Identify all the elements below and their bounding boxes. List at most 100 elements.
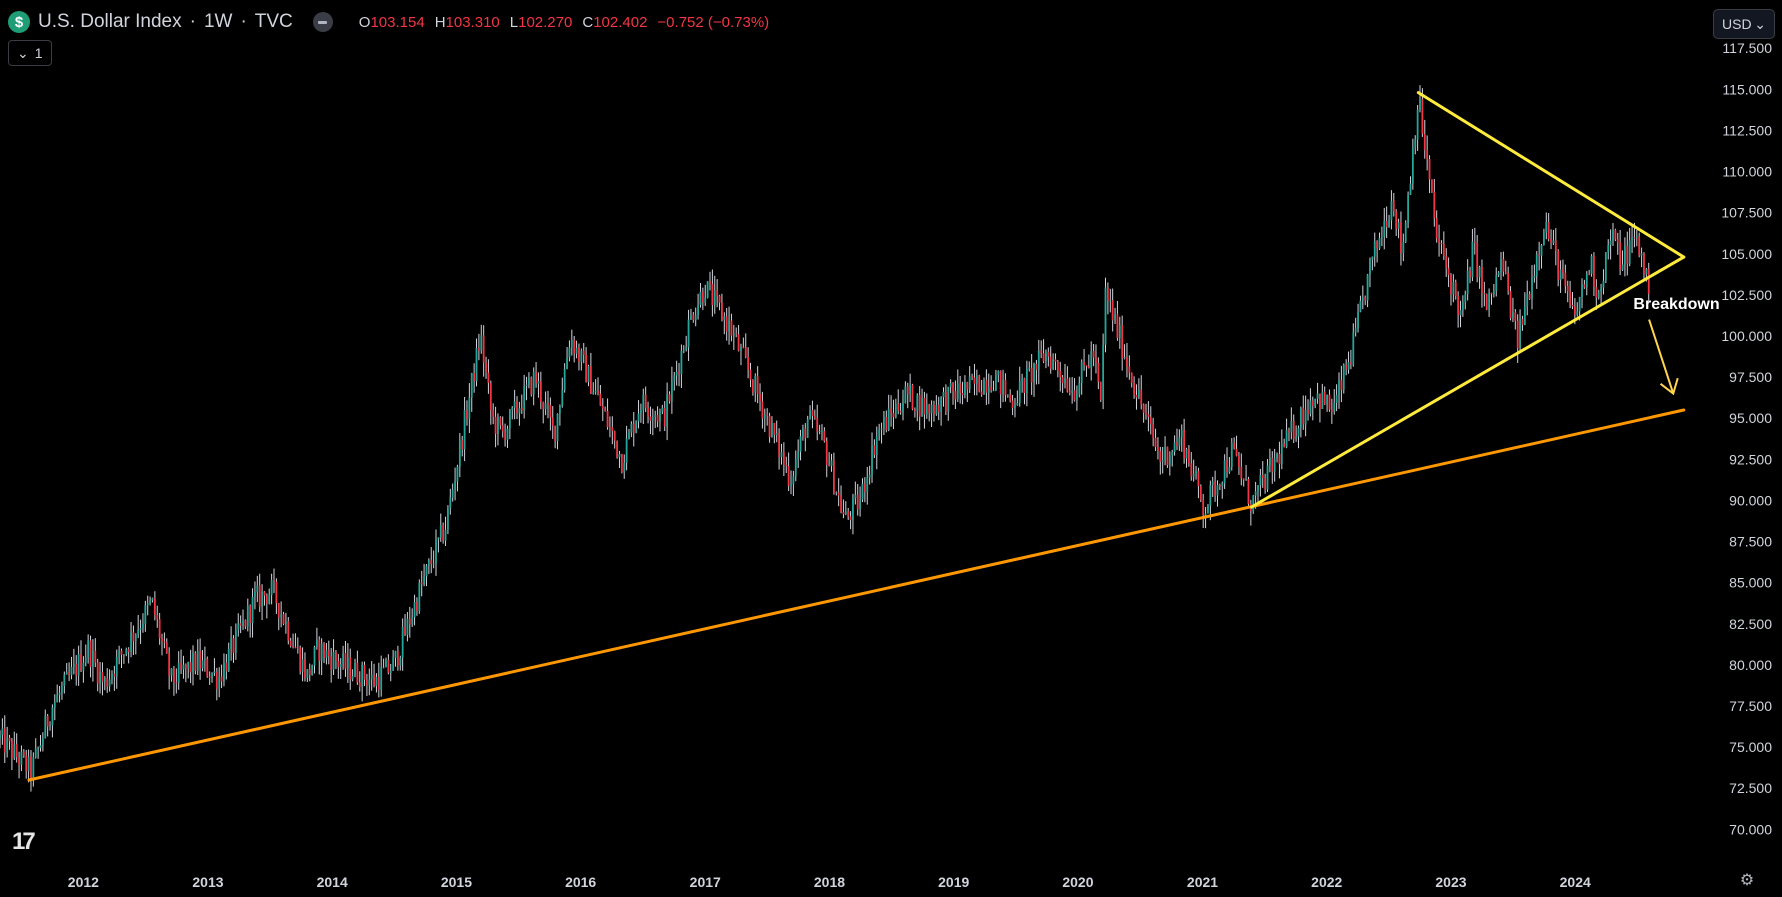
candle <box>1087 354 1090 369</box>
candle <box>170 668 173 682</box>
candle <box>1583 279 1586 289</box>
candle <box>1230 438 1233 471</box>
candle <box>1011 394 1014 416</box>
candle <box>1323 386 1326 406</box>
candle <box>1123 344 1126 360</box>
candle <box>1616 232 1619 255</box>
ohlc-values: O103.154 H103.310 L102.270 C102.402 −0.7… <box>359 14 769 31</box>
x-axis[interactable]: 2012 2013 2014 2015 2016 2017 2018 2019 2020 2021… <box>68 874 1591 890</box>
candle <box>542 401 545 424</box>
candle <box>530 376 533 397</box>
symbol-name[interactable]: U.S. Dollar Index <box>38 11 182 32</box>
gear-icon[interactable]: ⚙ <box>1739 872 1755 889</box>
candle <box>1504 260 1507 275</box>
candle <box>1571 292 1574 310</box>
candle <box>1440 240 1443 254</box>
candle <box>1040 340 1043 359</box>
candle <box>213 658 216 676</box>
candle <box>87 634 90 664</box>
candle <box>742 337 745 349</box>
candle <box>22 749 25 758</box>
candle <box>1590 254 1593 277</box>
candle <box>368 668 371 696</box>
candle <box>173 666 175 696</box>
x-tick-label: 2020 <box>1062 874 1093 890</box>
y-tick-label: 97.500 <box>1729 369 1772 385</box>
candle <box>680 344 683 389</box>
candle <box>366 673 368 697</box>
candle <box>180 649 182 674</box>
candle <box>942 387 945 407</box>
candle <box>835 491 838 496</box>
candle <box>1102 333 1105 410</box>
candle <box>401 618 404 671</box>
candle <box>630 421 633 438</box>
candle <box>1202 493 1205 528</box>
candle <box>1469 266 1471 284</box>
candle <box>1164 436 1166 466</box>
candle <box>792 470 795 496</box>
candle <box>568 340 571 362</box>
indicators-toggle-button[interactable]: ⌄ 1 <box>8 40 52 66</box>
candle <box>756 366 759 404</box>
candle <box>561 377 564 408</box>
candle <box>32 752 35 787</box>
interval-label[interactable]: 1W <box>203 11 233 32</box>
candle <box>1135 384 1138 410</box>
candle <box>373 663 375 688</box>
candle <box>0 730 1 749</box>
candle <box>771 416 773 438</box>
candle <box>327 640 330 665</box>
candle <box>25 749 28 779</box>
y-axis[interactable]: 117.500 115.000 112.500 110.000 107.500 105.0… <box>1721 40 1772 837</box>
candle <box>346 643 349 683</box>
candle <box>404 614 406 636</box>
candle <box>1266 458 1269 492</box>
candle <box>902 389 904 421</box>
y-tick-label: 105.000 <box>1721 246 1772 262</box>
candle <box>1190 452 1193 481</box>
currency-button[interactable]: USD ⌄ <box>1713 9 1775 39</box>
candle <box>192 645 194 686</box>
candle <box>1500 251 1502 281</box>
candle <box>1080 359 1083 395</box>
candle <box>749 362 752 388</box>
candle <box>287 617 290 645</box>
candle <box>732 324 735 350</box>
candle <box>983 377 985 395</box>
candle <box>1369 257 1371 288</box>
candle <box>859 486 862 517</box>
candle <box>1347 351 1350 374</box>
candle <box>1259 468 1262 497</box>
candle <box>661 404 664 415</box>
candle <box>111 670 113 685</box>
candle <box>1245 464 1247 481</box>
candle <box>1595 279 1598 310</box>
candle <box>1364 295 1367 306</box>
candle <box>1416 104 1419 151</box>
candle <box>616 440 618 459</box>
candle <box>480 324 483 354</box>
candle <box>37 746 40 759</box>
candle <box>1095 344 1097 374</box>
candle <box>289 637 292 648</box>
candle <box>909 373 912 402</box>
candle <box>1562 259 1564 279</box>
hide-legend-button[interactable] <box>312 12 333 32</box>
x-tick-label: 2016 <box>565 874 596 890</box>
candle <box>747 347 750 379</box>
candle <box>204 646 206 672</box>
candle <box>1361 285 1364 310</box>
candle <box>1604 252 1607 284</box>
candle <box>570 329 573 356</box>
annotation-breakdown: Breakdown <box>1633 296 1719 313</box>
candle <box>337 654 340 679</box>
candle <box>15 733 18 763</box>
candles-group <box>0 85 1650 792</box>
candle <box>1216 480 1219 507</box>
candle <box>423 563 425 587</box>
candle <box>1 718 4 745</box>
candle <box>1030 354 1033 395</box>
candle <box>1376 240 1379 263</box>
